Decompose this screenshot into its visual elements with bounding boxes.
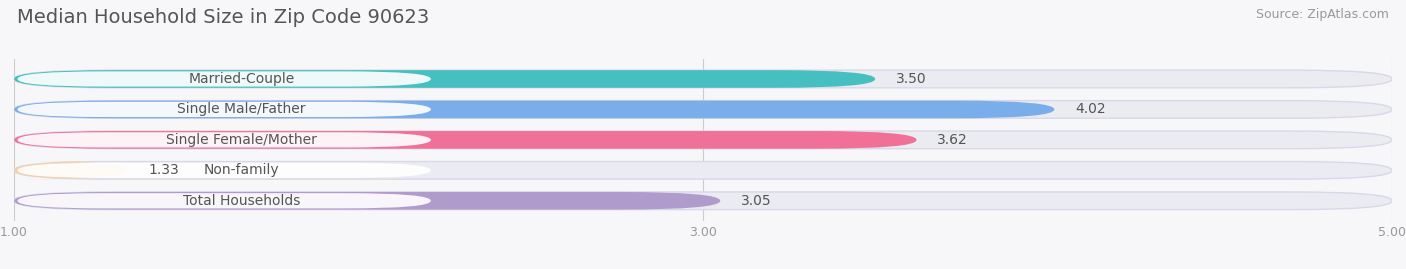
FancyBboxPatch shape <box>14 131 1392 149</box>
Text: Non-family: Non-family <box>204 163 280 177</box>
FancyBboxPatch shape <box>17 132 430 147</box>
FancyBboxPatch shape <box>14 101 1392 118</box>
FancyBboxPatch shape <box>14 101 1054 118</box>
Text: 3.50: 3.50 <box>896 72 927 86</box>
Text: Source: ZipAtlas.com: Source: ZipAtlas.com <box>1256 8 1389 21</box>
Text: 1.33: 1.33 <box>149 163 179 177</box>
FancyBboxPatch shape <box>14 192 1392 210</box>
Text: 3.62: 3.62 <box>938 133 967 147</box>
FancyBboxPatch shape <box>14 70 1392 88</box>
FancyBboxPatch shape <box>17 71 430 87</box>
FancyBboxPatch shape <box>14 161 1392 179</box>
Text: Median Household Size in Zip Code 90623: Median Household Size in Zip Code 90623 <box>17 8 429 27</box>
Text: 3.05: 3.05 <box>741 194 772 208</box>
FancyBboxPatch shape <box>14 70 875 88</box>
FancyBboxPatch shape <box>17 163 430 178</box>
Text: Total Households: Total Households <box>183 194 299 208</box>
Text: Married-Couple: Married-Couple <box>188 72 294 86</box>
FancyBboxPatch shape <box>14 131 917 149</box>
Text: Single Female/Mother: Single Female/Mother <box>166 133 316 147</box>
FancyBboxPatch shape <box>14 192 720 210</box>
FancyBboxPatch shape <box>14 161 128 179</box>
FancyBboxPatch shape <box>17 102 430 117</box>
Text: Single Male/Father: Single Male/Father <box>177 102 305 116</box>
Text: 4.02: 4.02 <box>1076 102 1105 116</box>
FancyBboxPatch shape <box>17 193 430 208</box>
